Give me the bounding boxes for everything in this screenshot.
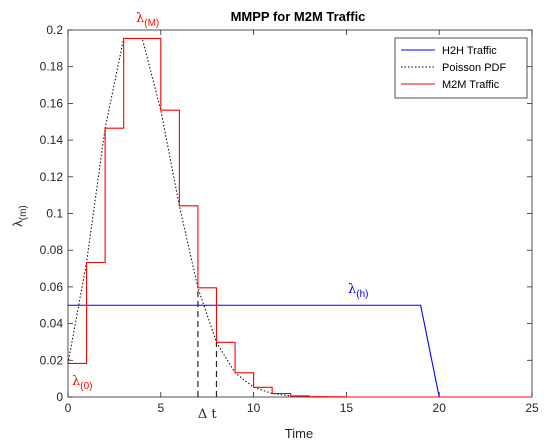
lambda-zero-annotation-subscript: (0) [80,381,92,392]
lambda-h2h-annotation: λ(h) [348,282,368,300]
y-tick-label: 0.16 [40,96,64,110]
x-tick-label: 15 [340,401,354,415]
y-tick-label: 0.12 [40,170,64,184]
y-tick-label: 0.18 [40,60,64,74]
legend-box [394,37,528,99]
y-tick-label: 0.06 [40,280,64,294]
legend-entry-label: H2H Traffic [442,45,497,57]
y-tick-label: 0.14 [40,133,64,147]
lambda-zero-annotation: λ(0) [72,374,92,392]
series-line-m2m-traffic [68,37,532,398]
legend-entry-label: Poisson PDF [442,62,506,74]
x-tick-label: 20 [433,401,447,415]
legend: H2H Traffic Poisson PDF M2M Traffic [394,37,528,99]
lambda-h2h-annotation-base: λ [348,282,356,297]
chart-title: MMPP for M2M Traffic [231,9,366,24]
plot-area: 0 5 10 15 20 25 0 0.02 0.04 0.06 0.08 0.1 0.12 0.14 0.… [40,11,539,422]
y-tick-label: 0.08 [40,243,64,257]
x-tick-label: 5 [157,401,164,415]
y-tick-label: 0.2 [46,23,63,37]
x-tick-label: 0 [65,401,72,415]
y-tick-label: 0.1 [46,207,63,221]
x-axis-label: Time [285,426,313,441]
lambda-zero-annotation-base: λ [72,374,80,389]
series-line-poisson-pdf [67,37,347,398]
y-axis-label: λ(m) [10,205,29,227]
x-tick-label: 25 [525,401,539,415]
lambda-max-annotation: λ(M) [136,11,159,29]
y-tick-label: 0.04 [40,317,64,331]
y-tick-label: 0.02 [40,353,64,367]
y-tick-label: 0 [56,390,63,404]
x-tick-label: 10 [247,401,261,415]
lambda-max-annotation-base: λ [136,11,144,26]
y-axis-label-base: λ [10,220,25,227]
delta-t-annotation: Δ t [198,407,218,422]
lambda-h2h-annotation-subscript: (h) [356,289,368,300]
legend-entry-label: M2M Traffic [442,79,500,91]
y-axis-label-subscript: (m) [18,205,29,220]
lambda-max-annotation-subscript: (M) [144,18,159,29]
